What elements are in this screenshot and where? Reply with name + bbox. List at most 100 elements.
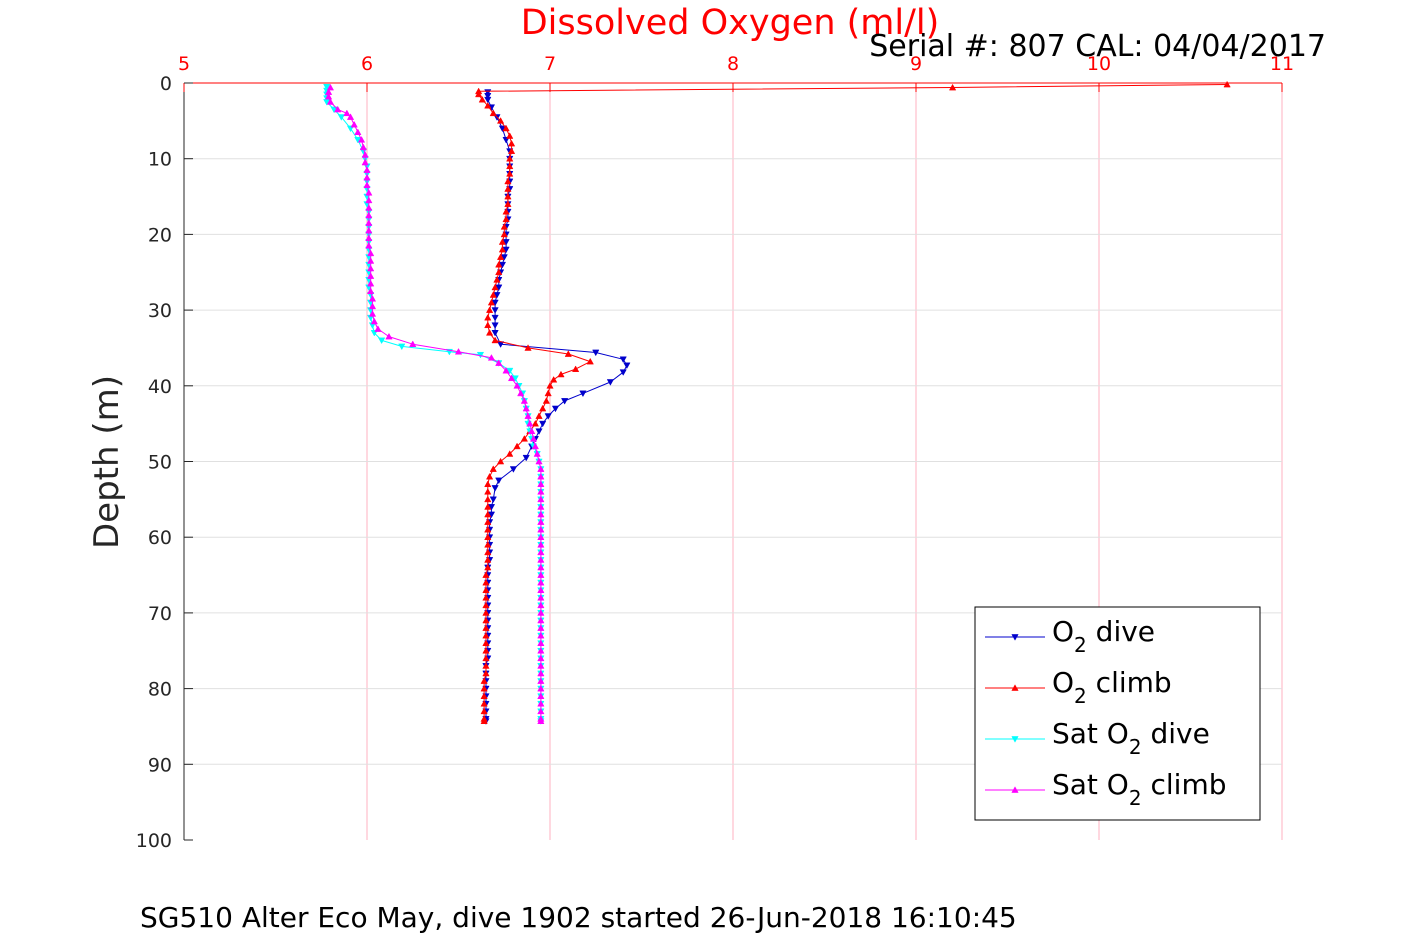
series-1-point-76 [506, 154, 514, 162]
series-3-point-15 [537, 609, 545, 616]
y-tick-label-9: 90 [148, 754, 172, 776]
series-1-point-35 [496, 457, 505, 465]
footer-caption: SG510 Alter Eco May, dive 1902 started 2… [140, 901, 1017, 934]
y-tick-label-8: 80 [148, 679, 172, 701]
series-1-point-26 [484, 525, 492, 533]
series-3-point-19 [537, 578, 545, 586]
y-tick-label-10: 100 [136, 830, 172, 852]
series-0-point-47 [509, 466, 518, 473]
series-1-point-33 [485, 472, 494, 480]
series-3-point-53 [374, 325, 382, 332]
series-1-point-83 [484, 101, 492, 109]
series-1-point-12 [482, 631, 490, 639]
x-tick-label-0: 5 [178, 53, 190, 75]
series-3-point-10 [537, 647, 545, 654]
y-tick-label-7: 70 [148, 603, 172, 625]
series-0-point-40 [551, 405, 560, 413]
series-line-3 [328, 87, 542, 722]
series-3-point-77 [359, 143, 367, 151]
series-0-point-28 [491, 307, 499, 314]
series-3-point-74 [363, 166, 371, 173]
y-tick-label-2: 20 [148, 224, 172, 246]
series-1-point-34 [489, 465, 497, 472]
legend-marker-2 [1011, 736, 1019, 743]
series-1-point-61 [495, 268, 503, 276]
legend-marker-1 [1011, 684, 1019, 691]
series-1-point-88 [1223, 80, 1231, 88]
y-tick-label-4: 40 [148, 376, 172, 398]
series-1 [475, 80, 1231, 724]
series-2-point-6 [337, 114, 346, 121]
series-2-point-35 [398, 343, 406, 351]
series-0-point-46 [522, 454, 530, 462]
series-3-point-16 [537, 601, 545, 609]
series-1-point-63 [496, 253, 505, 260]
series-3-point-57 [368, 295, 377, 302]
series-1-point-13 [482, 624, 490, 631]
series-0-point-38 [579, 390, 587, 398]
series-1-point-19 [482, 578, 490, 586]
series-3-point-67 [365, 219, 373, 226]
series-0-point-33 [592, 349, 600, 357]
series-1-point-2 [480, 707, 488, 715]
series-2-point-34 [378, 337, 386, 345]
series-3-point-31 [537, 488, 545, 495]
series-1-point-71 [504, 192, 512, 200]
series-1-point-24 [484, 541, 492, 548]
series-3-point-84 [326, 98, 335, 105]
series-1-point-70 [504, 200, 512, 207]
series-1-point-44 [544, 389, 552, 397]
series-1-point-52 [491, 336, 499, 344]
series-0-point-36 [619, 369, 627, 376]
series-1-point-23 [484, 548, 492, 556]
series-1-point-22 [484, 556, 492, 563]
series-3-point-75 [361, 158, 369, 166]
series-1-point-67 [500, 223, 508, 230]
series-0-point-39 [561, 398, 569, 405]
y-axis-label: Depth (m) [87, 375, 127, 549]
series-3-point-24 [537, 541, 545, 548]
series-3-point-79 [354, 128, 362, 136]
series-3-point-30 [537, 495, 545, 503]
series-3-point-69 [365, 204, 373, 211]
series-0-point-1 [484, 93, 492, 100]
series-3-point-59 [367, 279, 375, 287]
series-1-point-3 [480, 700, 488, 707]
series-3-point-47 [502, 366, 510, 374]
serial-caption: Serial #: 807 CAL: 04/04/2017 [869, 29, 1326, 64]
series-3-point-42 [522, 404, 530, 412]
legend-marker-0 [1011, 634, 1019, 641]
series-3-point-66 [365, 226, 373, 234]
series-3-point-7 [537, 669, 545, 677]
series-1-point-20 [482, 571, 490, 578]
series-1-point-32 [484, 480, 492, 488]
series-3-point-39 [528, 427, 536, 435]
series-1-point-69 [502, 207, 510, 215]
series-1-point-6 [480, 677, 488, 684]
series-1-point-40 [531, 419, 539, 427]
series-1-point-73 [504, 177, 512, 185]
series-3-point-61 [367, 264, 375, 272]
series-3-point-48 [495, 359, 503, 366]
series-3-point-50 [454, 348, 463, 355]
series-1-point-87 [948, 83, 957, 91]
series-3-point-55 [368, 310, 377, 317]
series-0-point-35 [623, 362, 631, 370]
series-1-point-57 [487, 298, 496, 306]
chart-title: Dissolved Oxygen (ml/l) [521, 3, 940, 43]
series-3-point-2 [537, 707, 545, 715]
series-0-point-2 [484, 96, 492, 104]
legend: O2 dive O2 climb Sat O2 dive Sat O2 climb [974, 606, 1261, 821]
y-tick-label-1: 10 [148, 149, 172, 171]
series-3-point-64 [365, 242, 373, 249]
x-tick-label-4: 9 [910, 53, 922, 75]
series-1-point-79 [506, 132, 514, 139]
series-0-point-34 [619, 356, 627, 364]
series-0-point-37 [606, 379, 615, 386]
series-3-point-68 [365, 211, 373, 219]
series-1-point-28 [484, 510, 492, 518]
series-1-point-37 [513, 442, 521, 450]
legend-marker-3 [1011, 786, 1019, 793]
series-3-point-71 [365, 189, 373, 196]
